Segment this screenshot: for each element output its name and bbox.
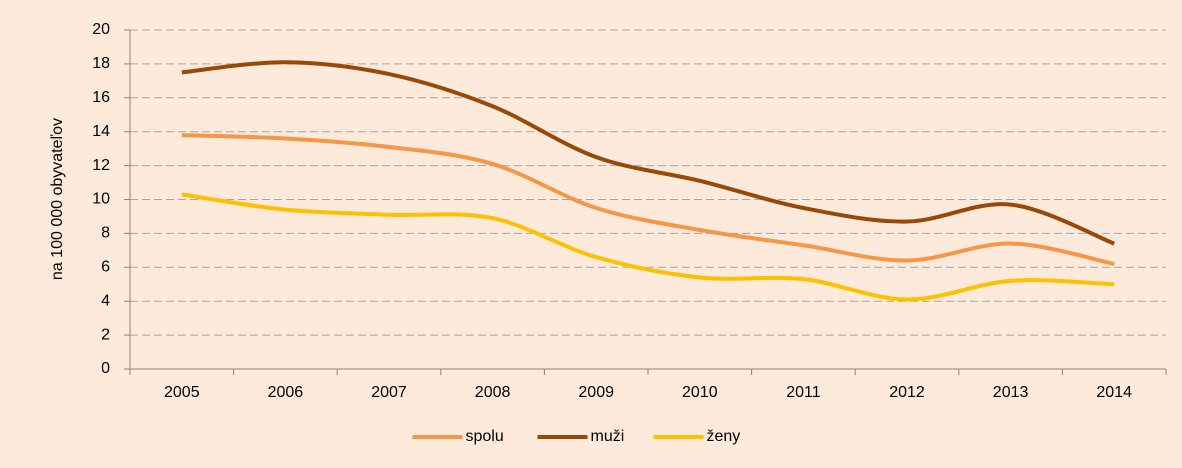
y-tick-label: 2 (101, 326, 110, 343)
x-tick-label: 2007 (371, 384, 407, 401)
x-tick-label: 2013 (993, 384, 1029, 401)
legend-label: spolu (466, 428, 504, 445)
y-tick-label: 0 (101, 360, 110, 377)
x-tick-label: 2010 (682, 384, 718, 401)
y-tick-label: 16 (92, 89, 110, 106)
legend-label: ženy (707, 428, 741, 445)
y-tick-label: 4 (101, 292, 110, 309)
y-tick-label: 8 (101, 225, 110, 242)
x-tick-label: 2009 (578, 384, 614, 401)
y-tick-label: 20 (92, 21, 110, 38)
y-tick-label: 10 (92, 191, 110, 208)
x-tick-label: 2014 (1096, 384, 1132, 401)
x-tick-label: 2008 (475, 384, 511, 401)
y-axis-label: na 100 000 obyvateľov (49, 118, 66, 280)
series-line (181, 192, 1115, 302)
x-tick-label: 2012 (889, 384, 925, 401)
y-tick-label: 6 (101, 259, 110, 276)
series-line (181, 133, 1115, 266)
x-tick-label: 2011 (786, 384, 821, 401)
x-tick-label: 2005 (164, 384, 200, 401)
x-tick-label: 2006 (268, 384, 304, 401)
y-tick-label: 12 (92, 157, 110, 174)
legend-label: muži (591, 428, 625, 445)
y-tick-label: 18 (92, 55, 110, 72)
series-line (181, 60, 1115, 246)
y-tick-label: 14 (92, 123, 110, 140)
